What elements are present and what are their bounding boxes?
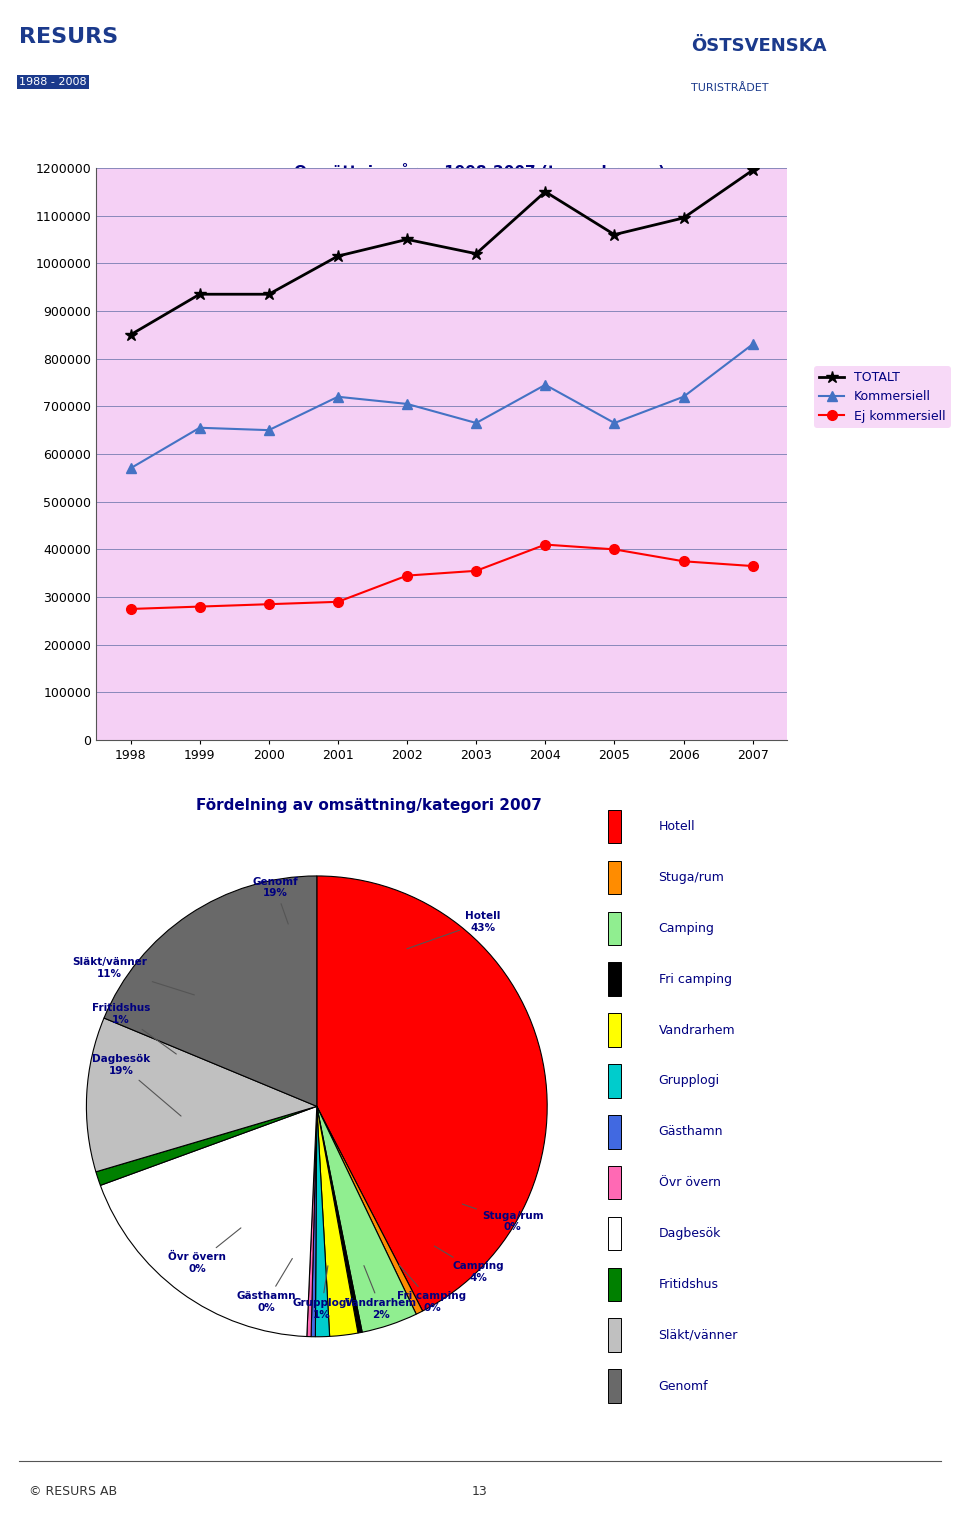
Text: Dagbesök
19%: Dagbesök 19% [92,1054,181,1116]
Wedge shape [96,1106,317,1186]
Text: Hotell: Hotell [659,819,695,833]
TOTALT [747,162,758,180]
Text: Gästhamn
0%: Gästhamn 0% [236,1259,296,1312]
Kommersiell [401,395,413,414]
Wedge shape [86,1018,317,1172]
Ej kommersiell [401,566,413,584]
Kommersiell [747,336,758,354]
Text: 13: 13 [472,1485,488,1499]
Text: Släkt/vänner
11%: Släkt/vänner 11% [72,957,194,995]
Kommersiell [194,418,205,436]
TOTALT [263,285,275,304]
Text: Släkt/vänner: Släkt/vänner [659,1329,738,1341]
Text: Hotell
43%: Hotell 43% [407,911,500,949]
FancyBboxPatch shape [609,1064,621,1097]
Text: Vandrarhem
2%: Vandrarhem 2% [346,1265,418,1320]
Wedge shape [317,876,547,1311]
TOTALT [332,247,344,266]
TOTALT [401,230,413,249]
FancyBboxPatch shape [609,861,621,894]
Text: Övr övern
0%: Övr övern 0% [168,1228,241,1274]
TOTALT [609,226,620,244]
Wedge shape [317,1106,422,1314]
FancyBboxPatch shape [609,963,621,996]
Text: Camping: Camping [659,922,714,935]
Kommersiell [263,421,275,439]
Ej kommersiell [540,536,551,554]
Text: Fördelning av omsättning/kategori 2007: Fördelning av omsättning/kategori 2007 [197,798,542,813]
Ej kommersiell [747,557,758,575]
FancyBboxPatch shape [609,1166,621,1199]
Kommersiell [540,375,551,394]
Text: Fri camping: Fri camping [659,972,732,986]
FancyBboxPatch shape [609,1116,621,1149]
TOTALT [678,209,689,227]
Text: Stuga/rum: Stuga/rum [659,871,725,884]
Ej kommersiell [194,597,205,615]
Text: RESURS: RESURS [19,26,118,47]
Text: ÖSTSVENSKA: ÖSTSVENSKA [691,37,827,55]
Kommersiell [609,414,620,432]
Line: Kommersiell: Kommersiell [126,339,757,473]
Text: 1988 - 2008: 1988 - 2008 [19,76,86,87]
FancyBboxPatch shape [609,1268,621,1302]
Text: Dagbesök: Dagbesök [659,1227,721,1241]
Text: Vandrarhem: Vandrarhem [659,1024,735,1036]
Wedge shape [317,1106,358,1337]
Wedge shape [307,1106,317,1337]
FancyBboxPatch shape [609,1318,621,1352]
Kommersiell [470,414,482,432]
Kommersiell [332,388,344,406]
Wedge shape [316,1106,329,1337]
Text: Fri camping
0%: Fri camping 0% [397,1265,467,1312]
Text: © RESURS AB: © RESURS AB [29,1485,117,1499]
Line: Ej kommersiell: Ej kommersiell [126,540,757,613]
Ej kommersiell [332,592,344,610]
Text: Grupplogi
1%: Grupplogi 1% [293,1265,350,1320]
Wedge shape [311,1106,317,1337]
TOTALT [540,183,551,201]
Text: Camping
4%: Camping 4% [434,1247,504,1283]
Text: Stuga/rum
0%: Stuga/rum 0% [463,1204,543,1233]
FancyBboxPatch shape [609,810,621,844]
Kommersiell [678,388,689,406]
FancyBboxPatch shape [609,1013,621,1047]
Wedge shape [101,1106,317,1337]
Wedge shape [317,1106,417,1332]
Text: TURISTRÅDET: TURISTRÅDET [691,84,769,93]
Text: Fritidshus
1%: Fritidshus 1% [92,1004,177,1054]
Wedge shape [104,876,317,1106]
Kommersiell [125,459,136,478]
FancyBboxPatch shape [609,1216,621,1250]
Ej kommersiell [125,600,136,618]
Line: TOTALT: TOTALT [124,163,759,340]
Wedge shape [317,1106,362,1334]
Legend: TOTALT, Kommersiell, Ej kommersiell: TOTALT, Kommersiell, Ej kommersiell [814,366,950,427]
TOTALT [194,285,205,304]
FancyBboxPatch shape [609,1369,621,1402]
Text: Genomf
19%: Genomf 19% [252,876,299,925]
Text: Omsättning åren 1998-2007 (tusen kronor): Omsättning åren 1998-2007 (tusen kronor) [295,163,665,180]
Ej kommersiell [470,562,482,580]
Ej kommersiell [263,595,275,613]
TOTALT [125,325,136,343]
Ej kommersiell [678,552,689,571]
Text: Övr övern: Övr övern [659,1177,720,1189]
Text: Gästhamn: Gästhamn [659,1125,723,1138]
Text: Grupplogi: Grupplogi [659,1074,720,1088]
Text: Genomf: Genomf [659,1380,708,1393]
TOTALT [470,244,482,262]
FancyBboxPatch shape [609,911,621,945]
Ej kommersiell [609,540,620,559]
Text: Fritidshus: Fritidshus [659,1277,718,1291]
